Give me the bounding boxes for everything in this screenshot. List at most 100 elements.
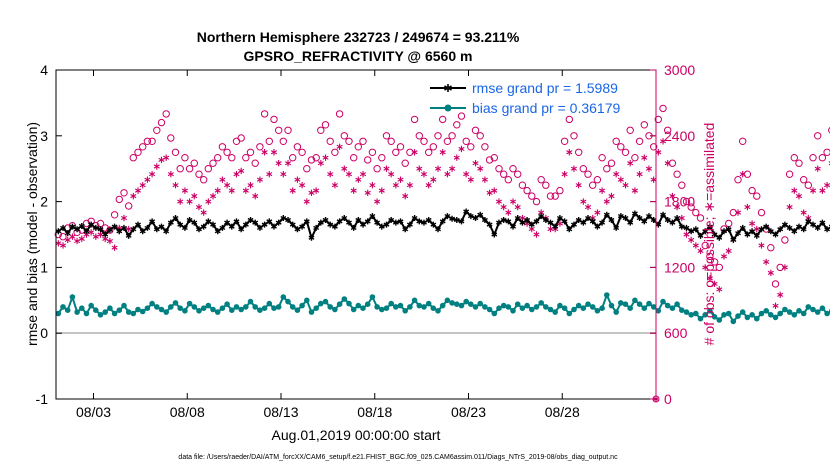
bias-point (683, 309, 690, 315)
possible-point (279, 137, 287, 146)
assimilated-point (331, 181, 338, 189)
possible-point (303, 165, 311, 173)
possible-point (523, 186, 531, 195)
assimilated-point (617, 176, 624, 183)
assimilated-point (533, 231, 540, 238)
y-tick-label: 2 (40, 194, 48, 210)
bias-point (289, 304, 296, 310)
bias-point (529, 306, 535, 313)
rmse-point (692, 226, 699, 233)
rmse-point (725, 226, 732, 233)
possible-point (790, 154, 798, 162)
rmse-point (369, 213, 376, 220)
rmse-point (299, 223, 306, 230)
rmse-point (805, 218, 812, 225)
assimilated-point (177, 198, 184, 205)
x-tick-label: 08/08 (170, 404, 205, 420)
possible-point (556, 186, 564, 195)
rmse-point (374, 219, 381, 226)
rmse-point (444, 213, 451, 220)
rmse-point (425, 217, 432, 224)
assimilated-point (763, 258, 770, 266)
assimilated-point (683, 231, 690, 238)
rmse-point (528, 221, 535, 228)
bias-point (618, 300, 624, 306)
bias-point (275, 304, 282, 310)
assimilated-point (777, 291, 784, 299)
possible-point (668, 159, 677, 167)
legend-bias-label: bias grand pr = 0.36179 (472, 100, 620, 116)
assimilated-point (664, 160, 671, 167)
bias-point (814, 309, 821, 315)
possible-point (129, 154, 138, 162)
assimilated-point (786, 203, 793, 211)
possible-point (420, 137, 428, 146)
rmse-point (617, 213, 624, 220)
possible-point (785, 170, 794, 178)
assimilated-point (444, 170, 451, 178)
rmse-point (641, 218, 648, 225)
rmse-point (660, 211, 666, 218)
rmse-point (458, 218, 465, 225)
rmse-point (552, 223, 559, 230)
rmse-point (697, 232, 704, 239)
rmse-point (135, 221, 141, 228)
rmse-point (172, 215, 179, 222)
rmse-point (664, 217, 671, 224)
bias-point (346, 300, 352, 307)
assimilated-point (397, 176, 404, 183)
possible-point (748, 186, 756, 195)
possible-point (673, 170, 681, 178)
rmse-point (411, 215, 418, 222)
bias-point (69, 294, 76, 300)
rmse-point (153, 226, 160, 233)
rmse-point (435, 226, 441, 233)
series-bias-group (55, 292, 830, 325)
y2-tick-label: 0 (664, 391, 672, 407)
possible-point (214, 154, 222, 162)
chart-subtitle: GPSRO_REFRACTIVITY @ 6560 m (244, 48, 473, 64)
assimilated-point (453, 154, 460, 161)
possible-point (59, 233, 67, 241)
possible-point (828, 127, 830, 134)
possible-point (439, 115, 447, 124)
bias-point (641, 305, 648, 312)
rmse-point (561, 218, 568, 225)
possible-point (359, 137, 367, 146)
bias-point (210, 306, 216, 313)
possible-point (607, 159, 616, 167)
possible-point (415, 132, 423, 140)
series-assimilated-group (55, 138, 830, 309)
possible-point (757, 208, 766, 217)
rmse-point (106, 226, 113, 233)
rmse-point (163, 228, 170, 235)
rmse-point (397, 218, 404, 225)
assimilated-point (388, 170, 395, 178)
possible-point (467, 143, 475, 151)
rmse-point (547, 219, 554, 226)
possible-point (181, 154, 189, 162)
bias-point (407, 304, 413, 310)
possible-point (481, 143, 489, 151)
bias-point (786, 309, 793, 315)
rmse-point (88, 221, 95, 228)
assimilated-point (317, 160, 324, 167)
bias-point (200, 305, 207, 312)
possible-point (781, 236, 789, 244)
possible-point (218, 143, 227, 151)
rmse-point (430, 221, 437, 228)
bias-point (163, 309, 169, 315)
assimilated-point (575, 181, 582, 189)
rmse-point (242, 221, 249, 228)
possible-point (396, 143, 405, 151)
possible-point (565, 115, 573, 124)
assimilated-point (275, 160, 282, 167)
rmse-point (491, 231, 498, 238)
bias-point (739, 309, 746, 315)
bias-point (477, 300, 484, 307)
assimilated-point (720, 253, 728, 260)
bias-point (304, 297, 310, 304)
possible-point (321, 121, 330, 129)
bias-point (627, 305, 634, 312)
assimilated-point (378, 187, 385, 194)
